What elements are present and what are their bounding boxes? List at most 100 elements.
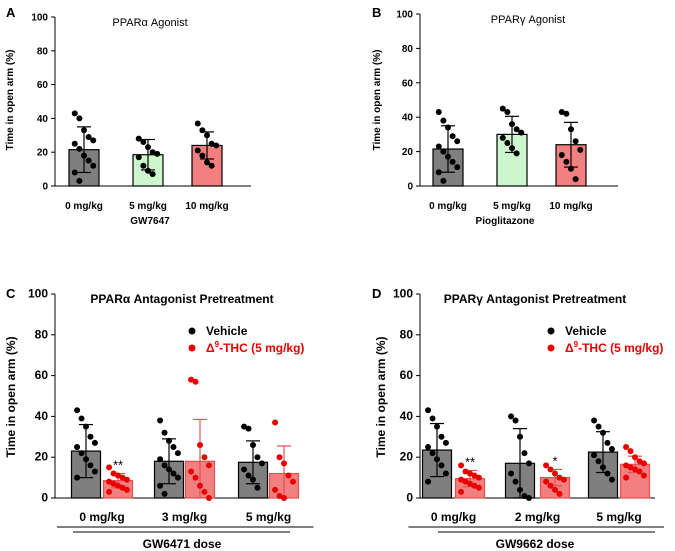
y-tick-label: 100	[31, 13, 48, 24]
data-point	[106, 464, 113, 471]
data-point	[81, 152, 87, 159]
data-point	[508, 470, 515, 477]
data-point	[157, 417, 164, 424]
data-point	[595, 458, 602, 465]
data-point	[525, 495, 532, 501]
data-point	[87, 433, 94, 440]
data-point	[438, 462, 445, 469]
data-point	[604, 470, 611, 477]
data-point	[525, 460, 532, 467]
data-point	[149, 171, 156, 178]
data-point	[154, 150, 161, 157]
data-point	[547, 466, 554, 473]
data-point	[258, 460, 265, 467]
legend-marker-vehicle	[188, 327, 196, 335]
y-tick-label: 40	[400, 409, 414, 423]
data-point	[458, 462, 465, 469]
data-point	[197, 441, 203, 448]
data-point	[194, 120, 201, 127]
data-point	[563, 158, 570, 165]
legend-label-vehicle: Vehicle	[206, 324, 248, 338]
y-tick-label: 100	[28, 287, 48, 301]
data-point	[85, 157, 92, 164]
data-point	[241, 466, 248, 473]
data-point	[563, 110, 570, 117]
data-point	[445, 124, 451, 131]
data-point	[135, 154, 142, 161]
data-point	[199, 152, 206, 159]
x-tick-label: 3 mg/kg	[162, 510, 207, 524]
panel-label-c: C	[6, 286, 16, 301]
data-point	[552, 470, 558, 477]
data-point	[435, 143, 442, 150]
data-point	[161, 462, 168, 469]
data-point	[204, 159, 210, 166]
data-point	[74, 444, 81, 450]
data-point	[281, 460, 287, 467]
y-tick-label: 0	[406, 491, 413, 505]
data-point	[157, 456, 164, 463]
data-point	[458, 476, 465, 483]
data-point	[429, 450, 436, 457]
chart-panel-b: 0 20 40 60 80 100 PPARγ Agonist Time in open ar…	[372, 10, 618, 227]
data-point	[149, 149, 156, 156]
legend-marker-vehicle	[547, 327, 555, 335]
data-point	[135, 135, 142, 142]
significance-marker: **	[113, 458, 123, 473]
data-point	[71, 140, 78, 147]
data-point	[87, 462, 94, 469]
data-point	[512, 417, 519, 424]
data-point	[604, 439, 611, 446]
y-tick-label: 40	[35, 409, 49, 423]
x-tick-label: 2 mg/kg	[515, 510, 560, 524]
x-axis-label: GW9662 dose	[496, 537, 575, 551]
data-point	[425, 478, 432, 485]
data-point	[91, 468, 98, 475]
x-tick-label: 5 mg/kg	[129, 201, 167, 212]
data-point	[74, 407, 81, 414]
chart-title: PPARα Agonist	[112, 17, 187, 29]
data-point	[170, 444, 177, 450]
data-point	[556, 474, 563, 481]
data-point	[245, 425, 252, 432]
data-point	[119, 474, 126, 481]
legend-marker-thc	[547, 344, 555, 352]
data-point	[208, 140, 215, 147]
data-point	[205, 495, 212, 501]
data-point	[188, 376, 195, 383]
x-tick-label: 0 mg/kg	[79, 510, 124, 524]
data-point	[276, 454, 283, 461]
y-axis-label: Time in open arm (%)	[4, 336, 18, 457]
data-point	[245, 472, 252, 479]
x-tick-label: 10 mg/kg	[549, 201, 592, 212]
data-point	[192, 474, 199, 481]
data-point	[475, 484, 482, 491]
data-point	[440, 148, 447, 155]
data-point	[106, 488, 113, 495]
chart-title: PPARγ Agonist	[491, 14, 565, 26]
data-point	[591, 417, 598, 424]
data-point	[577, 146, 584, 153]
panel-label-a: A	[6, 5, 16, 20]
data-point	[204, 132, 210, 139]
legend-label-thc: Δ9-THC (5 mg/kg)	[206, 340, 304, 355]
data-point	[71, 169, 78, 176]
data-point	[157, 482, 164, 489]
y-tick-label: 60	[402, 78, 414, 89]
data-point	[90, 162, 97, 169]
y-tick-label: 60	[400, 368, 414, 382]
data-point	[166, 437, 172, 444]
data-point	[467, 470, 473, 477]
data-point	[517, 486, 523, 493]
data-point	[81, 127, 87, 134]
data-point	[145, 167, 151, 174]
data-point	[74, 474, 81, 481]
data-point	[145, 144, 151, 151]
data-point	[636, 458, 643, 465]
data-point	[83, 456, 89, 463]
data-point	[623, 462, 630, 469]
data-point	[504, 109, 511, 116]
y-tick-label: 40	[402, 113, 414, 124]
data-point	[71, 110, 78, 117]
